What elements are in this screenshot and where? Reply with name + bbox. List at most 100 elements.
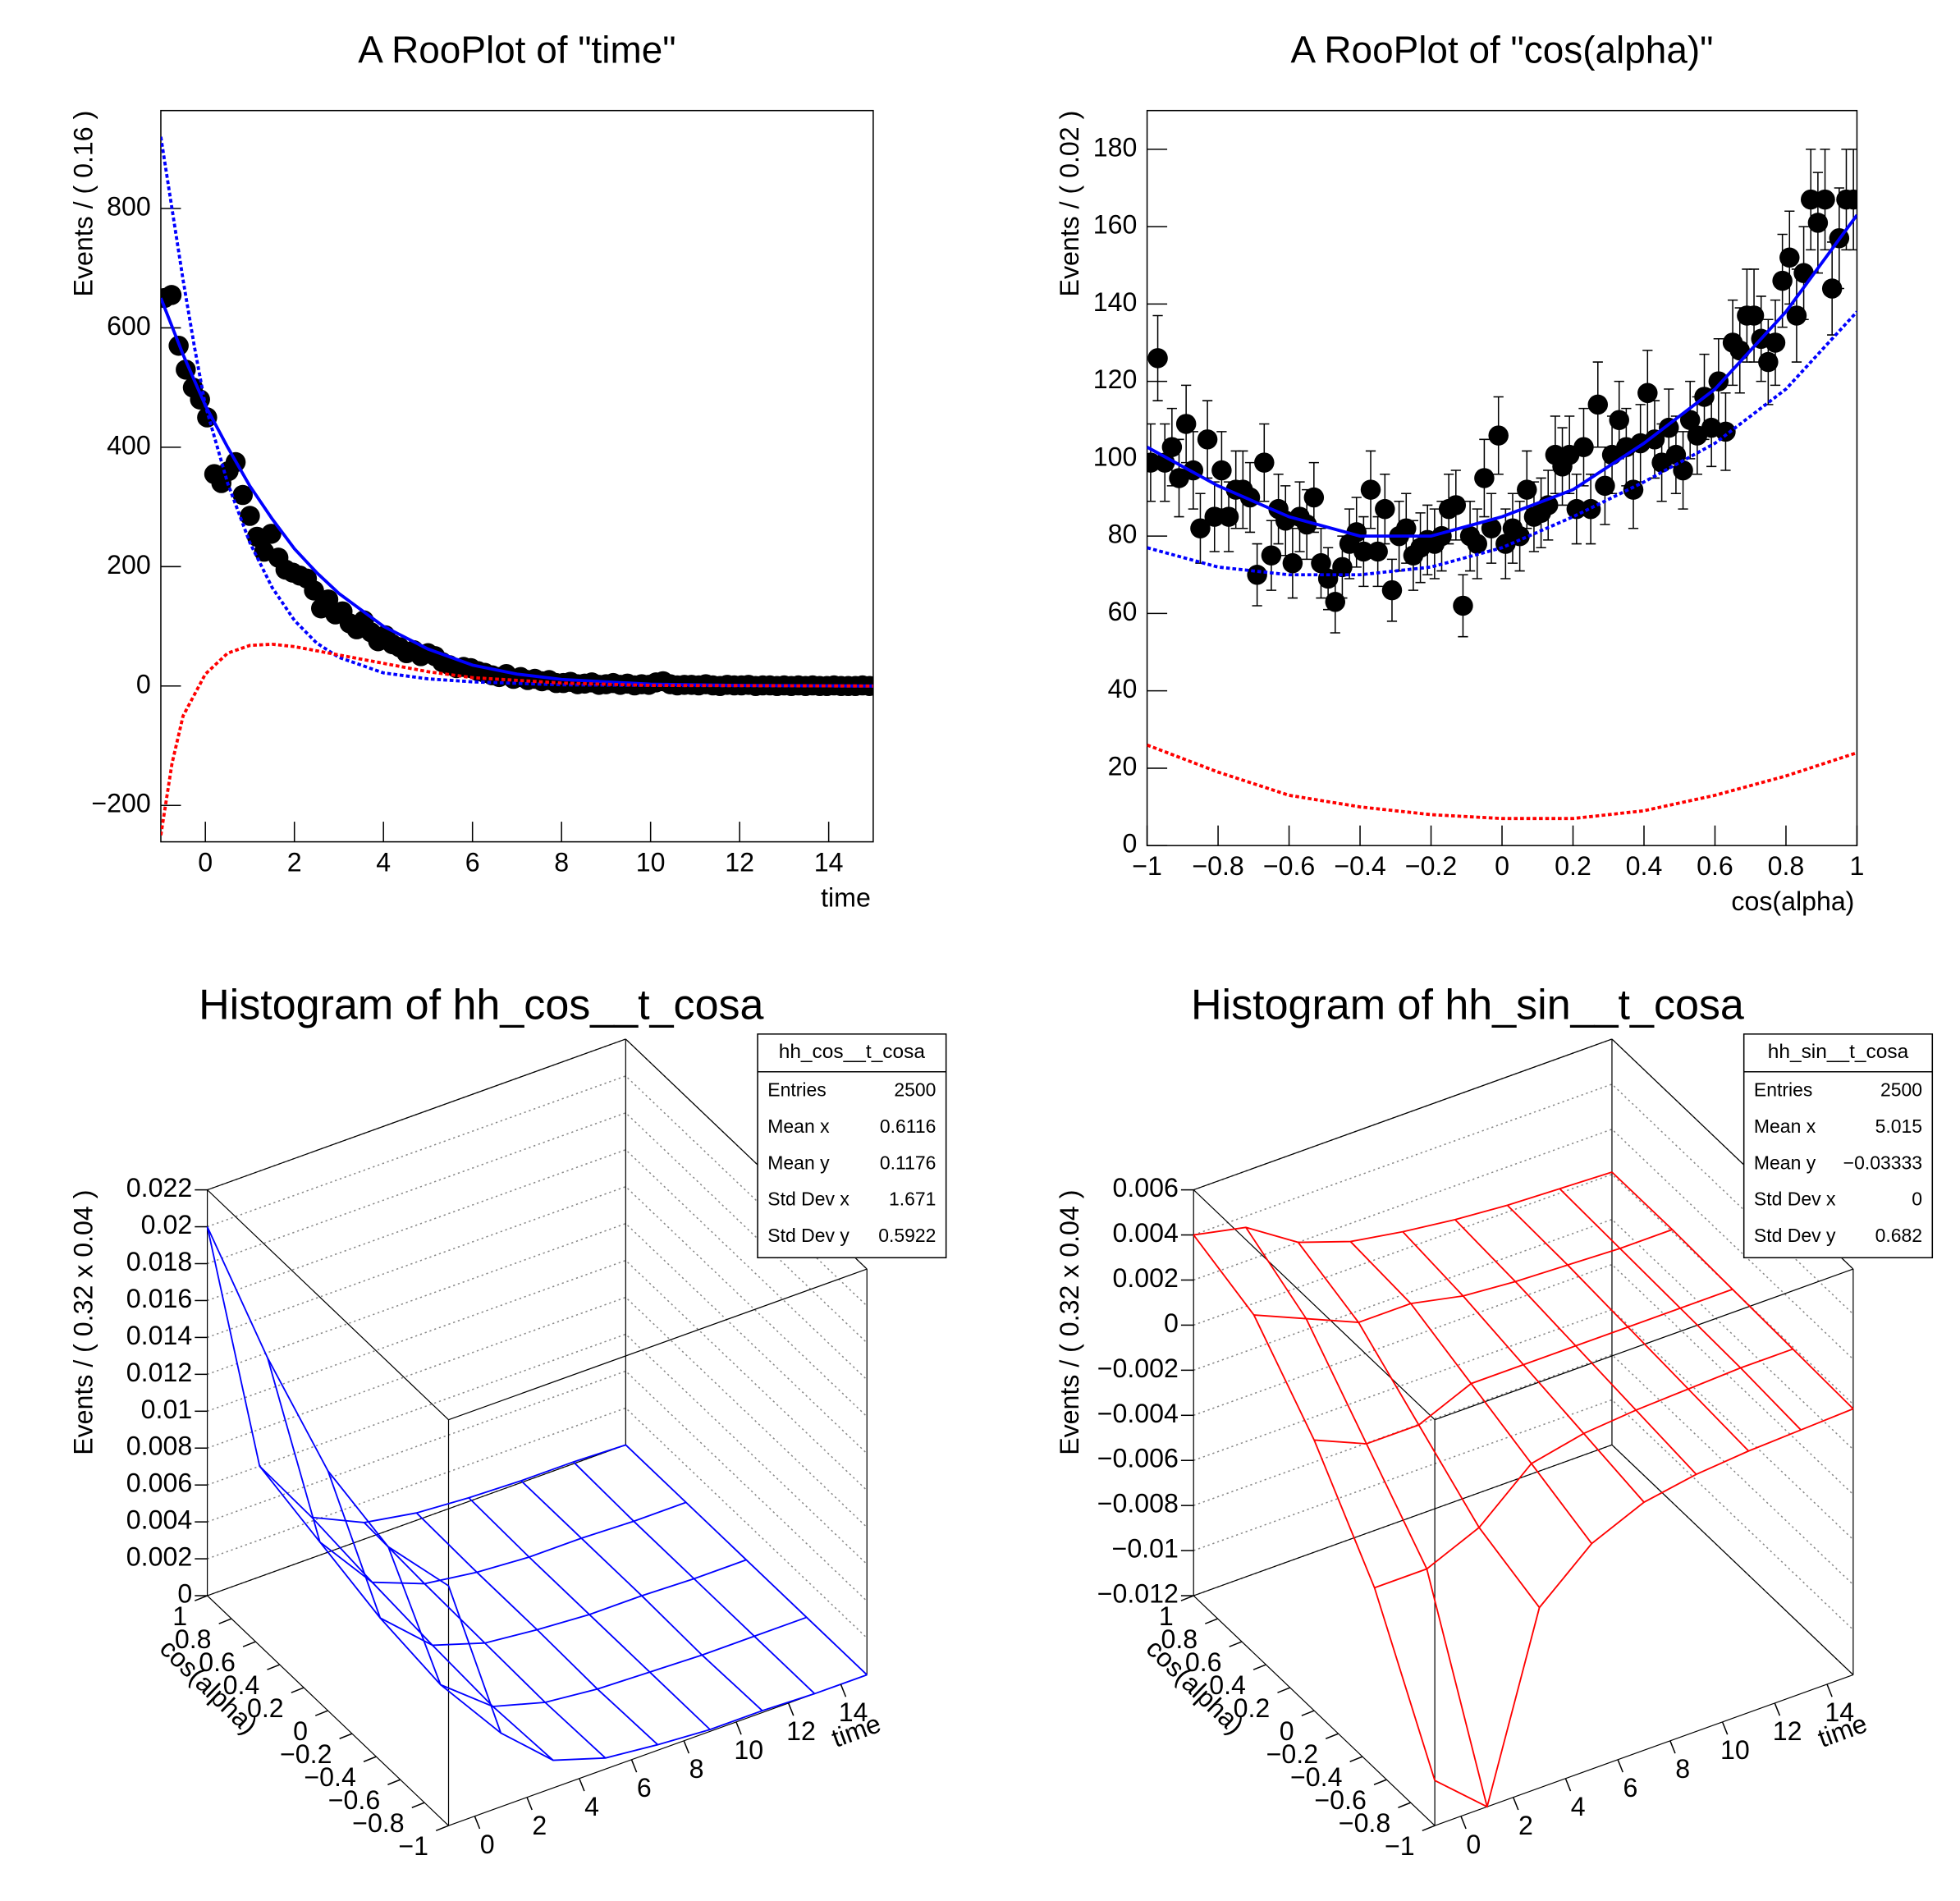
y-tick-label: −1 [398, 1831, 428, 1861]
x-tick-label: −0.6 [1263, 851, 1315, 881]
fit-curve [160, 297, 873, 688]
surface-line [1402, 1230, 1645, 1503]
y-tick [1180, 1595, 1194, 1601]
y-tick [314, 1710, 328, 1716]
x-tick-label: 0.6 [1697, 851, 1733, 881]
x-tick [683, 1740, 690, 1754]
x-tick [526, 1797, 533, 1811]
data-point [1488, 425, 1509, 446]
z-tick-label: 0.014 [126, 1321, 192, 1350]
z-tick-label: −0.006 [1097, 1444, 1179, 1473]
data-point [1332, 557, 1353, 578]
data-point [1708, 371, 1729, 392]
y-tick [1422, 1825, 1436, 1831]
x-tick [474, 1816, 481, 1830]
y-tick-label: 400 [107, 430, 151, 460]
x-tick [1617, 1759, 1623, 1773]
x-axis-title: cos(alpha) [1731, 886, 1854, 916]
y-tick [267, 1664, 281, 1670]
x-tick-label: 10 [1720, 1735, 1750, 1765]
data-point [1161, 437, 1183, 457]
x-tick [1564, 1778, 1572, 1792]
x-tick-label: 12 [786, 1716, 816, 1746]
data-point [1211, 460, 1232, 481]
fit-curve [1147, 310, 1857, 577]
y-tick-label: 800 [107, 191, 151, 221]
stats-value: 0.6116 [880, 1115, 936, 1137]
x-tick [840, 1683, 847, 1697]
z-tick-label: 0.002 [1112, 1263, 1178, 1293]
data-point [1637, 382, 1658, 404]
stats-label: Std Dev x [1754, 1189, 1836, 1210]
y-tick-label: 600 [107, 311, 151, 341]
chart-title: Histogram of hh_sin__t_cosa [1191, 981, 1744, 1028]
x-tick-label: 8 [1675, 1754, 1690, 1784]
box-edge [207, 1189, 449, 1421]
stats-value: 2500 [894, 1079, 936, 1101]
y-tick-label: −0.2 [1266, 1739, 1318, 1769]
stats-value: −0.03333 [1843, 1152, 1922, 1173]
x-tick [1774, 1702, 1781, 1716]
x-tick [735, 1721, 742, 1735]
data-point [1644, 429, 1665, 450]
x-tick-label: 0 [480, 1830, 495, 1859]
z-axis-title: Events / ( 0.32 x 0.04 ) [69, 1190, 98, 1455]
stats-value: 2500 [1880, 1079, 1922, 1101]
y-tick [387, 1779, 401, 1785]
y-tick [411, 1802, 425, 1808]
box-edge [1193, 1595, 1436, 1826]
data-point [1800, 189, 1821, 210]
y-tick-label: −0.4 [1290, 1762, 1342, 1792]
surface-line [1611, 1171, 1854, 1410]
x-tick [1460, 1816, 1467, 1830]
y-tick [1325, 1733, 1339, 1739]
surface-line [468, 1497, 711, 1730]
data-point [1509, 525, 1530, 547]
x-tick-label: 14 [1825, 1697, 1854, 1727]
surface-line [206, 1226, 449, 1587]
x-tick-label: 4 [584, 1792, 599, 1821]
y-tick-label: 0.4 [1209, 1670, 1246, 1700]
x-tick-label: 10 [636, 848, 666, 877]
y-tick-label: −0.2 [280, 1739, 332, 1769]
data-point [161, 285, 182, 305]
data-point [1659, 417, 1679, 438]
data-point [1821, 278, 1843, 299]
z-tick-label: 0.004 [126, 1505, 192, 1535]
stats-value: 0.1176 [880, 1152, 936, 1173]
data-point [1325, 592, 1346, 612]
z-tick-label: −0.01 [1112, 1534, 1179, 1564]
y-tick-label: 0 [1280, 1716, 1294, 1746]
x-tick [630, 1759, 638, 1773]
plot-frame [160, 109, 874, 843]
surface-line [415, 1512, 658, 1746]
data-point [1218, 506, 1239, 527]
x-tick [1721, 1721, 1729, 1735]
z-tick-label: 0 [1164, 1308, 1179, 1338]
y-tick-label: 120 [1093, 364, 1138, 394]
data-point [1779, 247, 1800, 268]
stats-label: Mean y [767, 1152, 830, 1173]
z-tick-label: 0.002 [126, 1542, 192, 1572]
data-point [1175, 414, 1197, 434]
z-tick-label: 0.01 [141, 1395, 193, 1424]
y-tick-label: 20 [1108, 751, 1138, 781]
y-tick-label: −0.6 [328, 1785, 380, 1815]
data-point [1467, 534, 1487, 554]
y-tick-label: −0.8 [352, 1808, 404, 1838]
y-tick [1398, 1802, 1412, 1808]
y-tick [242, 1641, 256, 1647]
x-tick-label: 12 [1773, 1716, 1802, 1746]
y-tick-label: −0.6 [1314, 1785, 1366, 1815]
y-tick-label: 160 [1093, 210, 1138, 240]
z-tick-label: 0 [177, 1579, 192, 1609]
data-point [1261, 545, 1282, 566]
box-edge [1611, 1444, 1854, 1675]
surface-line [1349, 1240, 1593, 1545]
y-tick [1301, 1710, 1315, 1716]
data-point [1445, 495, 1467, 515]
y-tick-label: 60 [1108, 597, 1138, 626]
chart-title: A RooPlot of "time" [358, 28, 675, 71]
y-tick-label: 80 [1108, 520, 1138, 549]
